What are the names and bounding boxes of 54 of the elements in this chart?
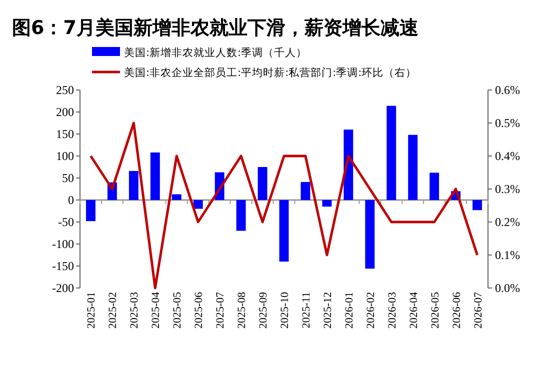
y-tick-label: 50 [62,171,74,185]
bar [236,200,246,231]
x-tick-label: 2026-03 [386,292,398,329]
x-tick-label: 2025-12 [322,292,334,329]
bar [408,134,418,200]
bar [86,200,96,222]
bar [150,152,160,200]
legend-label: 美国:新增非农就业人数:季调（千人） [124,46,308,59]
bar [172,194,182,200]
y2-tick-label: 0.4% [495,149,520,163]
x-tick-label: 2026-01 [343,292,356,329]
x-tick-label: 2026-07 [472,292,484,329]
x-tick-label: 2025-08 [236,292,248,329]
bar [322,200,332,207]
legend-label: 美国:非农企业全部员工:平均时薪:私营部门:季调:环比（右） [124,66,417,79]
y-tick-label: -100 [52,237,74,251]
bar [430,172,440,200]
x-tick-label: 2025-04 [150,292,162,329]
bar [386,106,396,200]
y2-tick-label: 0.5% [495,116,520,130]
bar [258,167,268,200]
x-tick-label: 2025-06 [193,292,206,329]
x-tick-label: 2025-07 [214,292,227,329]
x-tick-label: 2025-05 [172,292,184,329]
y2-tick-label: 0.3% [495,182,520,196]
x-tick-label: 2025-01 [86,292,98,329]
y2-tick-label: 0.2% [495,215,520,229]
y-tick-label: 200 [56,105,74,119]
bar [300,182,310,200]
bar [365,200,375,269]
y-tick-label: -150 [52,259,74,273]
bar [279,200,289,262]
y-tick-label: 0 [68,193,74,207]
y2-tick-label: 0.1% [495,248,520,262]
y-tick-label: -200 [52,281,74,295]
x-tick-label: 2025-10 [279,292,291,329]
y-tick-label: 250 [56,83,74,97]
x-tick-label: 2026-02 [364,292,377,329]
bar [472,200,482,210]
x-tick-label: 2025-09 [258,292,270,329]
y2-tick-label: 0.6% [495,83,520,97]
y-tick-label: 100 [56,149,74,163]
x-tick-label: 2026-04 [408,292,420,329]
y-tick-label: 150 [56,127,74,141]
x-tick-label: 2026-06 [450,292,463,329]
x-tick-label: 2025-03 [128,292,141,329]
y2-tick-label: 0.0% [495,281,520,295]
chart-title: 图6：7月美国新增非农就业下滑，薪资增长减速 [12,17,418,39]
bar [193,200,203,209]
x-tick-label: 2026-05 [429,292,442,329]
x-tick-label: 2025-11 [300,292,312,328]
x-tick-label: 2025-02 [107,292,120,329]
bar [128,170,138,200]
y-tick-label: -50 [58,215,74,229]
